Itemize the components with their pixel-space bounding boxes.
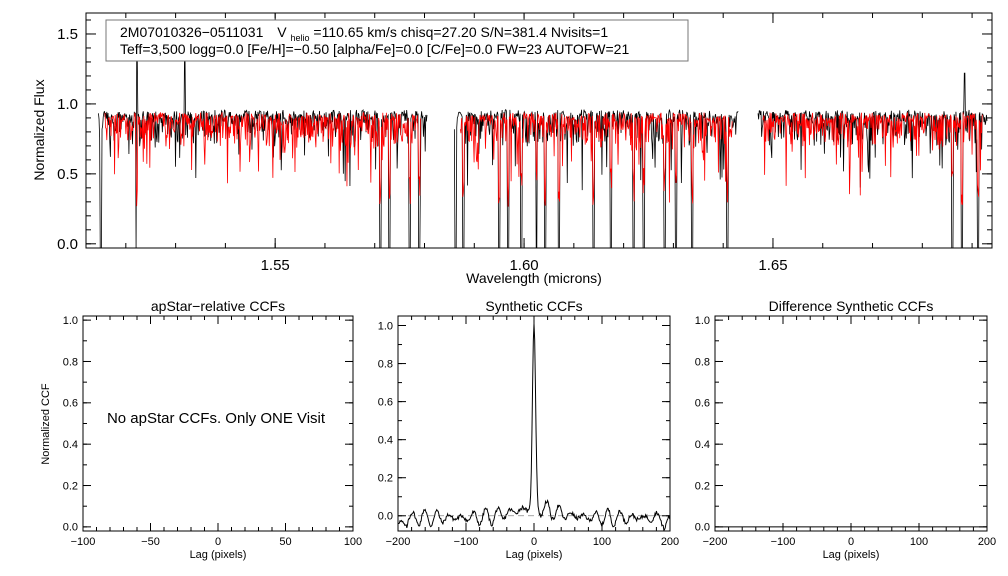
y-tick-label: 0.2 [695,480,710,492]
y-tick-label: 1.0 [378,320,393,332]
spectrum-xlabel: Wavelength (microns) [466,270,602,286]
model-flux-line-seg-1 [104,111,421,207]
info-vhelio-rest: =110.65 km/s chisq=27.20 S/N=381.4 Nvisi… [313,24,608,40]
x-tick-label: 0 [531,536,537,548]
difference-ccf-panel: Difference Synthetic CCFs −200 −100 0 100 20… [695,298,996,561]
x-tick-label: −50 [141,536,160,548]
x-tick-label: 0 [215,536,221,548]
apstar-ccf-xlabel: Lag (pixels) [190,549,247,561]
x-tick-label: −100 [454,536,479,548]
y-tick-label: 0.2 [378,473,393,485]
x-tick-label: 0 [848,536,854,548]
synthetic-ccf-title: Synthetic CCFs [485,298,582,314]
spectrum-ylabel: Normalized Flux [31,79,47,180]
y-tick-label: 0.2 [63,480,78,492]
x-tick-label: 100 [910,536,928,548]
y-tick-label: 0.6 [63,398,78,410]
synthetic-ccf-xlabel: Lag (pixels) [506,549,563,561]
apstar-ccf-ticks: −100 −50 0 50 100 0.0 0.2 0.4 0.6 0.8 1.0 [63,315,362,548]
synthetic-ccf-frame [397,315,671,532]
difference-ccf-frame [714,315,988,532]
y-tick-label: 0.0 [63,522,78,534]
y-tick-label: 1.0 [695,315,710,327]
model-flux-line-seg-3 [762,111,983,205]
spectrum-ticks: 1.55 1.60 1.65 0.0 0.5 1.0 1.5 [57,13,992,274]
y-tick-label: 1.0 [63,315,78,327]
x-tick-label: −200 [386,536,411,548]
y-tick-label: 0.0 [695,522,710,534]
y-tick-label: 0.8 [63,356,78,368]
apstar-ccf-title: apStar−relative CCFs [151,298,285,314]
x-tick-label: 1.65 [758,257,787,274]
spectrum-panel: 1.55 1.60 1.65 0.0 0.5 1.0 1.5 2M07010326−0511… [31,12,993,286]
info-box [105,19,689,62]
model-flux-line-seg-2 [459,112,733,207]
y-tick-label: 0.0 [57,236,78,253]
x-tick-label: 200 [978,536,996,548]
apstar-ccf-ylabel: Normalized CCF [40,383,52,465]
info-line-1: 2M07010326−0511031 V helio =110.65 km/s … [120,24,608,44]
info-star-id: 2M07010326−0511031 [120,24,264,40]
y-tick-label: 0.4 [378,435,393,447]
y-tick-label: 0.6 [695,398,710,410]
x-tick-label: −100 [71,536,96,548]
info-vhelio-sub: helio [291,33,310,43]
x-tick-label: 1.60 [509,257,538,274]
synthetic-ccf-panel: Synthetic CCFs −200 −100 0 100 200 0.0 0.2 0.4 0… [378,298,679,561]
x-tick-label: −100 [771,536,796,548]
info-vhelio-prefix: V [277,24,287,40]
synthetic-ccf-ticks: −200 −100 0 100 200 0.0 0.2 0.4 0.6 0.8 1.0 [378,316,679,548]
y-tick-label: 0.6 [378,396,393,408]
y-tick-label: 0.0 [378,511,393,523]
difference-ccf-ticks: −200 −100 0 100 200 0.0 0.2 0.4 0.6 0.8 1.0 [695,315,996,548]
info-line-2: Teff=3,500 logg=0.0 [Fe/H]=−0.50 [alpha/… [120,41,629,57]
x-tick-label: 1.55 [261,257,290,274]
apstar-ccf-panel: apStar−relative CCFs −100 −50 0 50 100 0.0 0.2… [40,298,362,561]
y-tick-label: 0.5 [57,166,78,183]
y-tick-label: 1.5 [57,26,78,43]
synthetic-ccf-plot-area [397,323,671,532]
x-tick-label: 50 [279,536,291,548]
difference-ccf-title: Difference Synthetic CCFs [769,298,934,314]
spectrum-frame [85,12,993,249]
x-tick-label: 100 [593,536,611,548]
observed-flux-line-seg-1 [98,55,428,248]
y-tick-label: 0.4 [695,439,710,451]
difference-ccf-xlabel: Lag (pixels) [823,549,880,561]
x-tick-label: 200 [661,536,679,548]
y-tick-label: 1.0 [57,96,78,113]
y-tick-label: 0.8 [378,358,393,370]
y-tick-label: 0.4 [63,439,78,451]
synthetic-ccf-curve [397,323,671,532]
x-tick-label: 100 [344,536,362,548]
spectrum-plot-area [98,55,988,248]
x-tick-label: −200 [703,536,728,548]
y-tick-label: 0.8 [695,356,710,368]
apstar-ccf-message: No apStar CCFs. Only ONE Visit [107,410,326,427]
